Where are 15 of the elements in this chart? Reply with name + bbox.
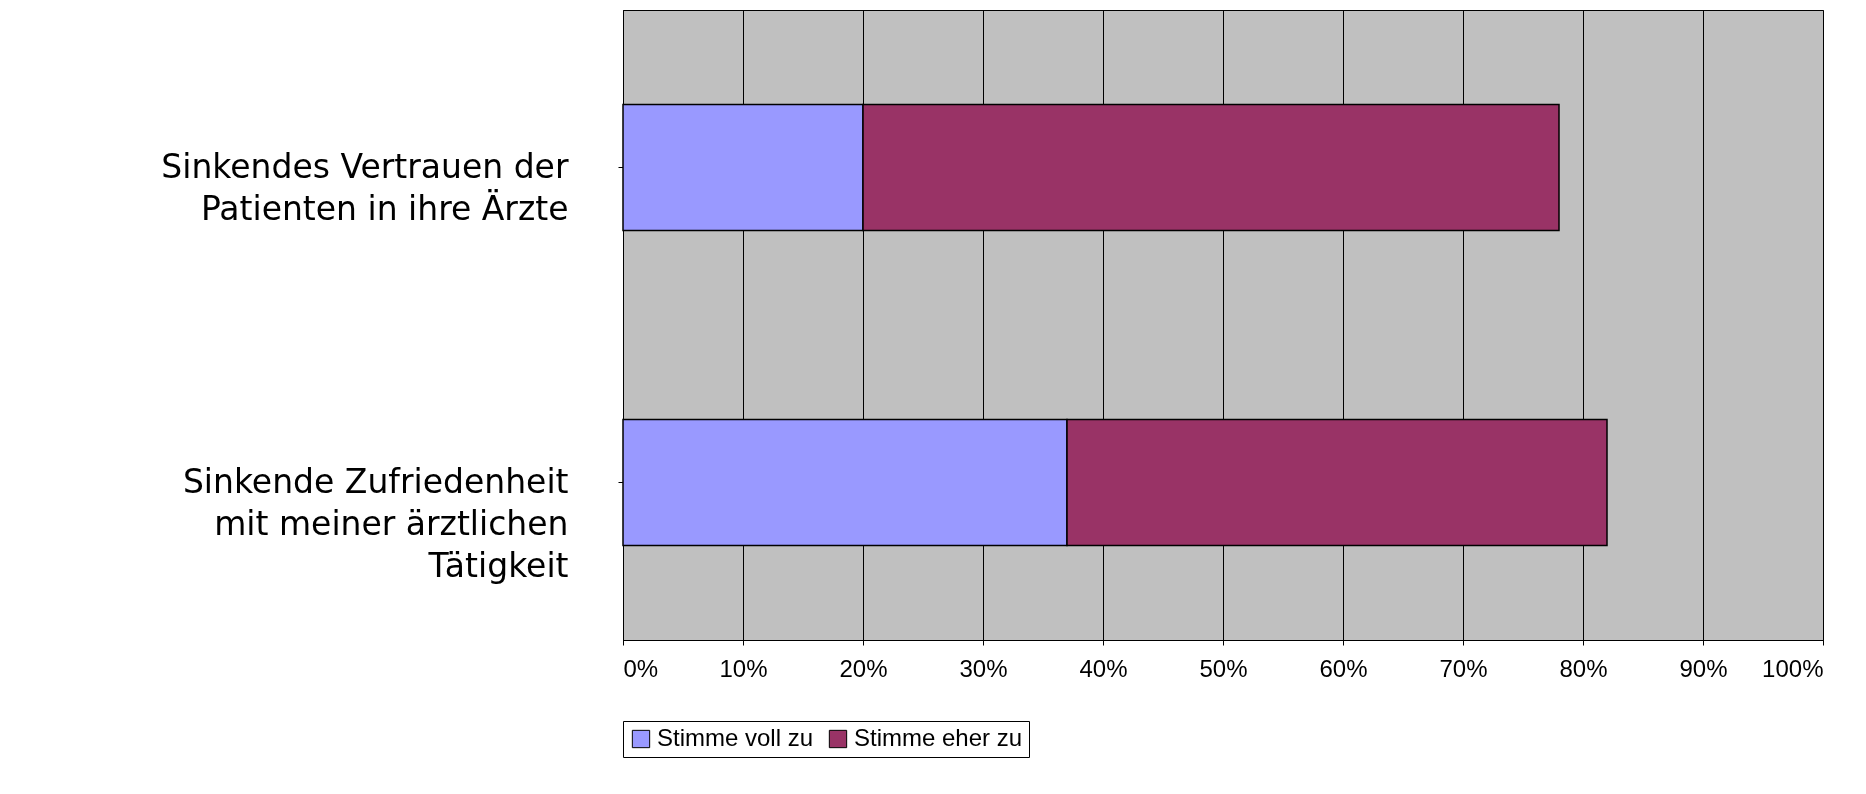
legend-label: Stimme eher zu <box>854 724 1023 751</box>
x-tick-label: 0% <box>623 654 659 682</box>
x-tick-label: 40% <box>1079 654 1128 682</box>
x-tick-label: 100% <box>1762 654 1824 682</box>
legend-label: Stimme voll zu <box>657 724 814 751</box>
x-tick-label: 70% <box>1439 654 1488 682</box>
y-tick-label: Sinkende Zufriedenheit mit meiner ärztlichen Tätigkeit <box>182 461 569 585</box>
x-tick-label: 80% <box>1559 654 1608 682</box>
x-tick-label: 30% <box>959 654 1008 682</box>
x-tick-label: 10% <box>719 654 768 682</box>
x-tick-label: 60% <box>1319 654 1368 682</box>
x-tick-label: 50% <box>1199 654 1248 682</box>
x-tick-label: 90% <box>1679 654 1728 682</box>
y-tick-label: Sinkendes Vertrauen der Patienten in ihre Ärzte <box>161 146 569 228</box>
x-tick-label: 20% <box>839 654 888 682</box>
